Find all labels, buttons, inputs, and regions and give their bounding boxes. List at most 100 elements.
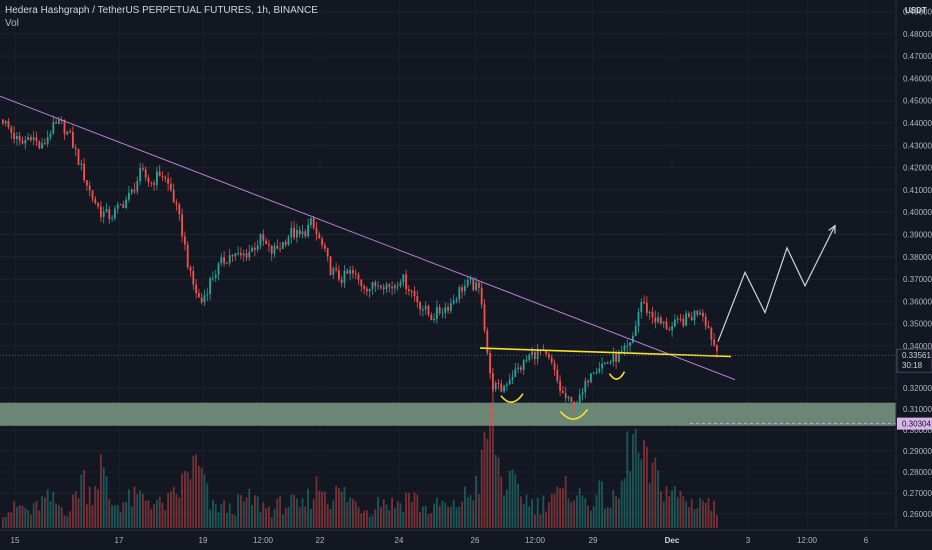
volume-bar-97 [273, 508, 276, 528]
candle-body-85 [240, 252, 242, 256]
volume-bar-89 [251, 504, 253, 528]
candle-body-8 [24, 140, 27, 144]
candle-body-112 [315, 228, 318, 235]
volume-bar-123 [346, 501, 349, 528]
volume-bar-254 [713, 500, 715, 528]
candle-body-99 [279, 248, 281, 250]
volume-bar-149 [419, 511, 421, 528]
y-tick-label-11: 0.39000 [903, 231, 932, 240]
candle-body-172 [483, 304, 486, 331]
volume-bar-223 [626, 431, 629, 528]
candle-body-63 [178, 204, 181, 215]
volume-bar-228 [640, 459, 643, 528]
symbol-title: Hedera Hashgraph / TetherUS PERPETUAL FU… [5, 5, 318, 16]
projection-path [717, 225, 836, 342]
volume-bar-102 [287, 506, 290, 528]
volume-bar-137 [385, 504, 388, 528]
candle-body-235 [660, 317, 662, 324]
candle-body-201 [564, 393, 567, 399]
volume-bar-167 [469, 495, 472, 528]
candle-body-161 [452, 300, 455, 304]
volume-bar-8 [24, 507, 27, 528]
volume-bar-124 [349, 497, 351, 528]
candle-body-152 [427, 306, 430, 315]
volume-bar-225 [632, 434, 634, 528]
candle-body-15 [44, 143, 46, 145]
pattern-arc-0 [500, 393, 524, 403]
volume-bar-224 [629, 471, 631, 528]
candle-body-4 [13, 133, 15, 139]
candle-body-186 [522, 360, 525, 370]
volume-bar-201 [564, 476, 567, 528]
candle-body-115 [324, 245, 326, 249]
candle-body-116 [326, 248, 329, 257]
candle-body-105 [296, 229, 298, 238]
volume-bar-189 [531, 499, 533, 528]
volume-bar-1 [4, 516, 7, 528]
volume-bar-80 [226, 512, 228, 528]
volume-bar-84 [237, 494, 239, 528]
volume-bar-222 [623, 478, 626, 528]
candle-body-204 [573, 402, 575, 408]
candle-body-234 [657, 317, 659, 323]
volume-bar-81 [228, 503, 231, 528]
candle-body-224 [629, 342, 631, 346]
candle-body-200 [562, 391, 564, 394]
candle-body-61 [172, 189, 175, 203]
volume-bar-136 [382, 499, 385, 528]
volume-bar-251 [704, 502, 707, 528]
volume-bar-70 [198, 465, 200, 528]
candle-body-249 [699, 312, 701, 315]
volume-bar-68 [192, 455, 195, 528]
volume-bar-207 [581, 495, 584, 528]
volume-bar-231 [648, 483, 651, 528]
volume-bar-120 [338, 488, 340, 528]
volume-bar-229 [643, 439, 645, 528]
descending-trendline [0, 95, 736, 381]
volume-bar-135 [380, 506, 382, 528]
candle-body-183 [514, 368, 517, 377]
volume-bar-127 [357, 507, 360, 528]
volume-bar-9 [27, 509, 29, 528]
candle-body-47 [133, 189, 136, 192]
candle-body-231 [648, 312, 651, 314]
candle-body-236 [662, 321, 665, 324]
candle-body-139 [391, 286, 393, 289]
candle-body-43 [122, 204, 125, 208]
candle-body-58 [164, 176, 167, 179]
candle-body-123 [346, 270, 349, 274]
candle-body-38 [108, 209, 111, 220]
candle-body-82 [231, 255, 234, 257]
x-tick-label-5: 24 [395, 536, 404, 545]
candle-body-144 [405, 274, 407, 290]
candle-body-93 [262, 234, 265, 241]
candle-body-211 [592, 372, 595, 374]
y-tick-label-19: 0.30000 [903, 426, 932, 435]
x-tick-label-2: 19 [199, 536, 208, 545]
volume-bar-98 [276, 498, 279, 528]
candle-body-157 [441, 313, 444, 315]
candle-body-134 [377, 285, 379, 287]
candle-body-107 [301, 231, 304, 235]
volume-bar-72 [203, 474, 206, 528]
volume-bar-25 [72, 494, 74, 528]
volume-bar-250 [702, 500, 704, 528]
candle-body-182 [511, 376, 514, 380]
volume-bar-159 [447, 507, 449, 528]
volume-bar-185 [520, 496, 522, 528]
candle-body-252 [707, 326, 710, 329]
volume-bar-33 [94, 486, 97, 528]
volume-bar-249 [699, 498, 701, 528]
volume-bar-42 [119, 512, 122, 528]
candle-body-49 [139, 167, 141, 181]
volume-bar-253 [710, 510, 713, 528]
volume-bar-34 [97, 489, 99, 528]
volume-bar-75 [212, 499, 214, 528]
volume-bar-87 [245, 497, 248, 528]
candle-body-163 [458, 287, 461, 300]
volume-bar-6 [18, 505, 21, 528]
volume-bar-255 [716, 515, 718, 528]
candle-body-138 [388, 284, 391, 287]
candle-body-45 [128, 192, 130, 200]
